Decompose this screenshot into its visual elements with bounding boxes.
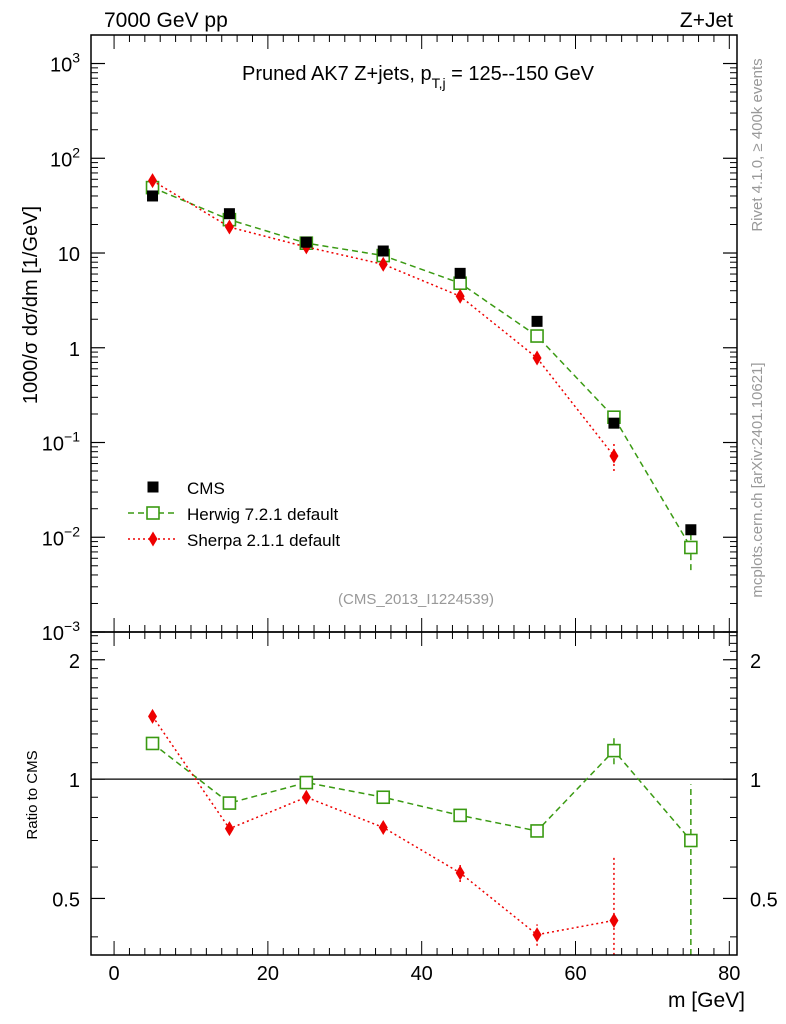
ratio-y-axis-label: Ratio to CMS <box>24 750 41 839</box>
sherpa-point <box>148 173 158 189</box>
main-y-tick-base: 10 <box>42 623 64 645</box>
main-title-text: Pruned AK7 Z+jets, p <box>242 63 432 85</box>
cms-data-point <box>223 208 235 220</box>
ratio-frame <box>90 631 738 956</box>
cms-data-point <box>685 524 697 536</box>
sherpa-point <box>609 912 619 928</box>
herwig-point <box>684 833 698 848</box>
cms-data-point <box>300 236 312 248</box>
sherpa-point <box>224 821 234 837</box>
header-left-title: 7000 GeV pp <box>104 9 228 32</box>
main-y-tick-label: 10−1 <box>42 429 80 456</box>
sherpa-point <box>378 256 388 272</box>
main-y-tick-exponent: 3 <box>72 50 80 66</box>
legend-label: Herwig 7.2.1 default <box>187 505 338 524</box>
main-herwig-line <box>152 186 692 548</box>
main-y-tick-exponent: −3 <box>64 618 80 634</box>
cms-data-point <box>454 267 466 279</box>
main-y-tick-exponent: −2 <box>64 523 80 539</box>
main-title-subscript: T,j <box>432 75 446 91</box>
main-y-tick-label: 10−3 <box>42 618 80 645</box>
main-series <box>145 173 698 571</box>
herwig-point <box>145 736 160 751</box>
main-y-tick-label: 1 <box>69 339 80 361</box>
reference-name: (CMS_2013_I1224539) <box>338 591 494 608</box>
main-y-tick-label: 10 <box>58 244 80 266</box>
ratio-series <box>145 708 698 955</box>
ratio-y-tick-label: 2 <box>69 651 80 673</box>
legend-label: Sherpa 2.1.1 default <box>187 531 340 550</box>
cms-data-point <box>531 315 543 327</box>
sherpa-point <box>148 708 158 724</box>
main-y-tick-base: 1 <box>69 339 80 361</box>
sherpa-point <box>609 448 619 464</box>
mcplots-note: mcplots.cern.ch [arXiv:2401.10621] <box>749 362 766 597</box>
main-y-tick-base: 10 <box>58 244 80 266</box>
ratio-y-tick-label: 0.5 <box>52 889 80 911</box>
x-tick-label: 0 <box>109 963 120 985</box>
sherpa-point <box>532 927 542 943</box>
main-y-tick-exponent: −1 <box>64 429 80 445</box>
main-y-tick-label: 102 <box>50 144 80 171</box>
x-axis-label: m [GeV] <box>668 989 745 1012</box>
ratio-herwig-line <box>152 742 692 841</box>
herwig-point <box>453 276 467 291</box>
header-right-title: Z+Jet <box>680 9 733 32</box>
ratio-axes: 0 20 40 60 80 2 2 1 1 0.5 0.5 <box>52 632 778 985</box>
main-y-axis-label: 1000/σ dσ/dm [1/GeV] <box>20 206 42 404</box>
main-y-tick-label: 103 <box>50 50 80 77</box>
herwig-point <box>146 506 160 520</box>
cms-data-point <box>608 417 620 429</box>
main-y-tick-base: 10 <box>42 528 64 550</box>
herwig-point <box>453 808 467 823</box>
main-sherpa-line <box>152 180 615 457</box>
ratio-y-tick-label-right: 1 <box>750 770 761 792</box>
sherpa-point <box>224 219 234 235</box>
cms-data-point <box>147 190 159 202</box>
herwig-point <box>530 824 544 838</box>
rivet-version-note: Rivet 4.1.0, ≥ 400k events <box>749 58 766 231</box>
sherpa-point <box>455 288 465 304</box>
main-title: Pruned AK7 Z+jets, pT,j = 125--150 GeV <box>242 63 595 91</box>
sherpa-point <box>532 350 542 366</box>
legend-label: CMS <box>187 479 225 498</box>
main-y-tick-label: 10−2 <box>42 523 80 550</box>
sherpa-point <box>148 531 158 547</box>
herwig-point <box>299 775 314 790</box>
main-y-tick-base: 10 <box>50 149 72 171</box>
x-tick-label: 40 <box>411 963 433 985</box>
main-y-tick-exponent: 2 <box>72 144 80 160</box>
herwig-point <box>607 743 621 758</box>
ratio-y-tick-label: 1 <box>69 770 80 792</box>
herwig-point <box>222 796 237 810</box>
herwig-point <box>376 790 391 805</box>
cms-data-point <box>147 481 159 493</box>
x-tick-label: 60 <box>564 963 586 985</box>
legend: CMS Herwig 7.2.1 default Sherpa 2.1.1 defa… <box>128 479 340 550</box>
herwig-point <box>684 540 698 555</box>
x-tick-label: 80 <box>718 963 740 985</box>
main-y-tick-base: 10 <box>50 55 72 77</box>
cms-data-point <box>377 245 389 257</box>
main-y-tick-base: 10 <box>42 434 64 456</box>
x-tick-label: 20 <box>257 963 279 985</box>
sherpa-point <box>301 789 311 805</box>
sherpa-point <box>455 865 465 881</box>
ratio-y-tick-label-right: 0.5 <box>750 889 778 911</box>
ratio-y-tick-label-right: 2 <box>750 651 761 673</box>
main-title-rest: = 125--150 GeV <box>446 63 595 85</box>
sherpa-point <box>378 819 388 835</box>
herwig-point <box>530 329 544 343</box>
